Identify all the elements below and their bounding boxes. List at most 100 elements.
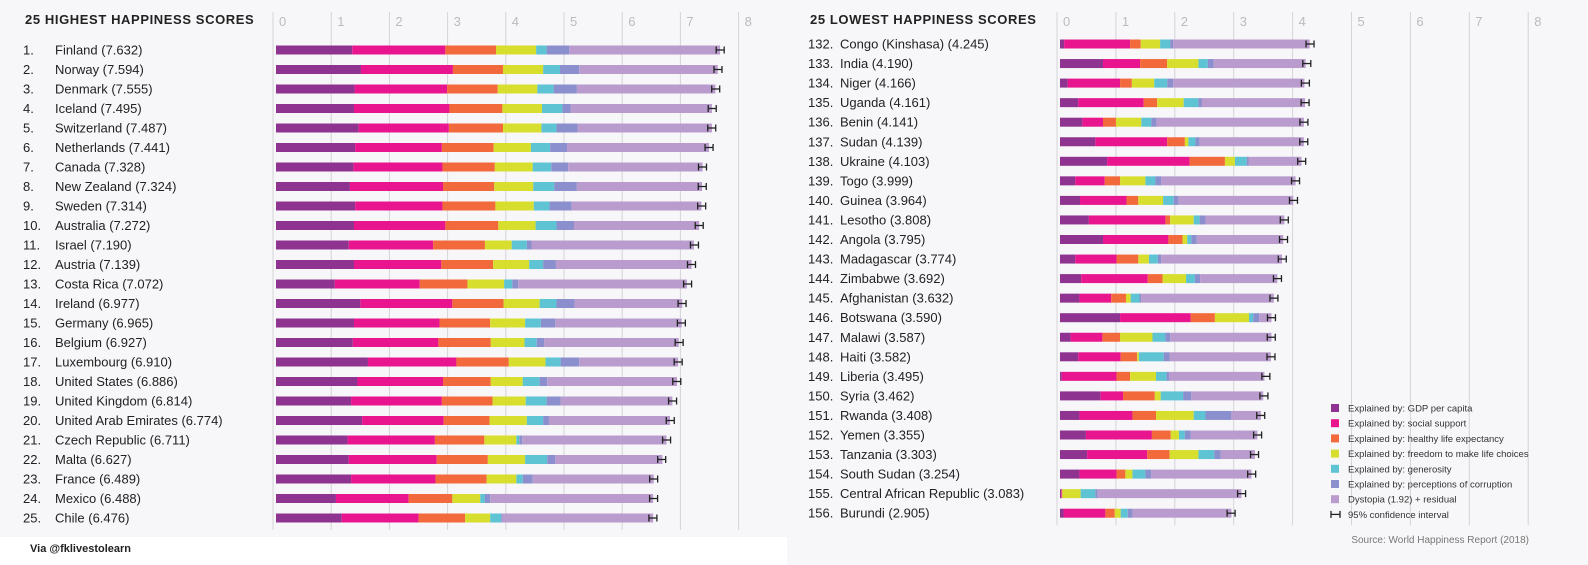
bar-segment <box>493 260 530 269</box>
bar-segment <box>579 65 718 74</box>
bar-segment <box>493 143 531 152</box>
bar-segment <box>276 201 356 211</box>
bar-segment <box>1205 410 1232 420</box>
bar-segment <box>1061 371 1117 381</box>
bar-segment <box>1102 235 1169 244</box>
x-tick-label: 8 <box>745 14 752 29</box>
bar-segment <box>1127 508 1133 518</box>
bar-segment <box>1161 176 1296 186</box>
bar-segment <box>1063 508 1106 518</box>
row-rank: 143. <box>808 252 833 267</box>
bar-segment <box>1183 391 1192 401</box>
bar-segment <box>571 201 702 211</box>
bar-segment <box>355 201 443 211</box>
bar-segment <box>1169 352 1271 362</box>
bar-segment <box>560 396 673 406</box>
row-rank: 12. <box>23 257 41 272</box>
bar-segment <box>1224 156 1235 166</box>
bar-segment <box>276 377 358 386</box>
bar-segment <box>1148 254 1158 264</box>
bar-segment <box>436 455 488 464</box>
bar-segment <box>276 455 349 464</box>
bar-segment <box>1102 332 1121 342</box>
row-label: Syria (3.462) <box>840 388 914 403</box>
row-label: South Sudan (3.254) <box>840 467 960 482</box>
bar-segment <box>1126 195 1139 205</box>
row-rank: 4. <box>23 101 34 116</box>
bar-segment <box>556 221 574 230</box>
bar-segment <box>543 65 561 74</box>
bar-segment <box>494 182 534 191</box>
bar-segment <box>526 240 532 250</box>
bar-segment <box>490 494 654 503</box>
bar-segment <box>1100 391 1124 401</box>
bar-segment <box>512 279 519 289</box>
legend-label: Explained by: freedom to make life choic… <box>1348 449 1529 460</box>
bar-segment <box>433 240 485 250</box>
bar-segment <box>494 162 533 172</box>
row-label: Afghanistan (3.632) <box>840 291 953 306</box>
bar-segment <box>1095 137 1168 147</box>
row-label: Costa Rica (7.072) <box>55 277 163 292</box>
bar-segment <box>1205 215 1285 225</box>
bar-segment <box>495 201 534 211</box>
bar-segment <box>353 260 442 269</box>
bar-segment <box>1120 332 1153 342</box>
bar-segment <box>1116 469 1126 479</box>
legend-swatch <box>1331 419 1339 428</box>
bar-segment <box>1160 391 1184 401</box>
bar-segment <box>1214 313 1250 323</box>
row-label: Niger (4.166) <box>840 76 916 91</box>
bar-segment <box>1182 235 1188 244</box>
legend-label: Dystopia (1.92) + residual <box>1348 495 1457 506</box>
bar-segment <box>1178 430 1185 440</box>
bar-segment <box>503 299 540 308</box>
bar-segment <box>568 162 703 172</box>
bar-segment <box>551 162 569 172</box>
legend-swatch <box>1331 495 1339 504</box>
bar-segment <box>357 377 444 386</box>
bar-segment <box>276 416 363 425</box>
bar-segment <box>1194 274 1201 284</box>
row-label: Iceland (7.495) <box>55 101 142 116</box>
bar-segment <box>1120 176 1146 186</box>
bar-segment <box>519 435 523 445</box>
bar-segment <box>1139 293 1142 303</box>
bar-segment <box>352 45 446 55</box>
row-label: Malta (6.627) <box>55 452 132 467</box>
bar-segment <box>362 416 444 425</box>
bar-segment <box>1075 254 1117 264</box>
bar-segment <box>539 377 548 386</box>
bar-segment <box>1145 469 1152 479</box>
bar-segment <box>276 162 354 172</box>
row-label: Congo (Kinshasa) (4.245) <box>840 37 989 52</box>
bar-segment <box>495 45 537 55</box>
row-label: Canada (7.328) <box>55 160 145 175</box>
bar-segment <box>1248 156 1302 166</box>
bar-segment <box>1167 137 1185 147</box>
bar-segment <box>548 416 671 425</box>
bar-segment <box>562 104 571 113</box>
bar-segment <box>1170 430 1179 440</box>
bar-segment <box>1200 274 1278 284</box>
bar-segment <box>1151 117 1157 127</box>
bar-segment <box>449 104 503 113</box>
x-tick-label: 2 <box>395 14 402 29</box>
bar-segment <box>497 84 538 94</box>
bar-segment <box>1191 391 1264 401</box>
bar-segment <box>1060 235 1103 244</box>
bar-segment <box>535 221 557 230</box>
row-label: Zimbabwe (3.692) <box>840 271 945 286</box>
row-rank: 15. <box>23 316 41 331</box>
row-rank: 140. <box>808 193 833 208</box>
row-rank: 19. <box>23 394 41 409</box>
bar-segment <box>1120 352 1138 362</box>
x-tick-label: 1 <box>337 14 344 29</box>
bar-segment <box>555 318 682 328</box>
bar-segment <box>543 416 549 425</box>
bar-segment <box>1187 235 1192 244</box>
bar-segment <box>1107 156 1190 166</box>
row-label: France (6.489) <box>55 472 140 487</box>
bar-segment <box>354 84 448 94</box>
bar-segment <box>484 494 491 503</box>
